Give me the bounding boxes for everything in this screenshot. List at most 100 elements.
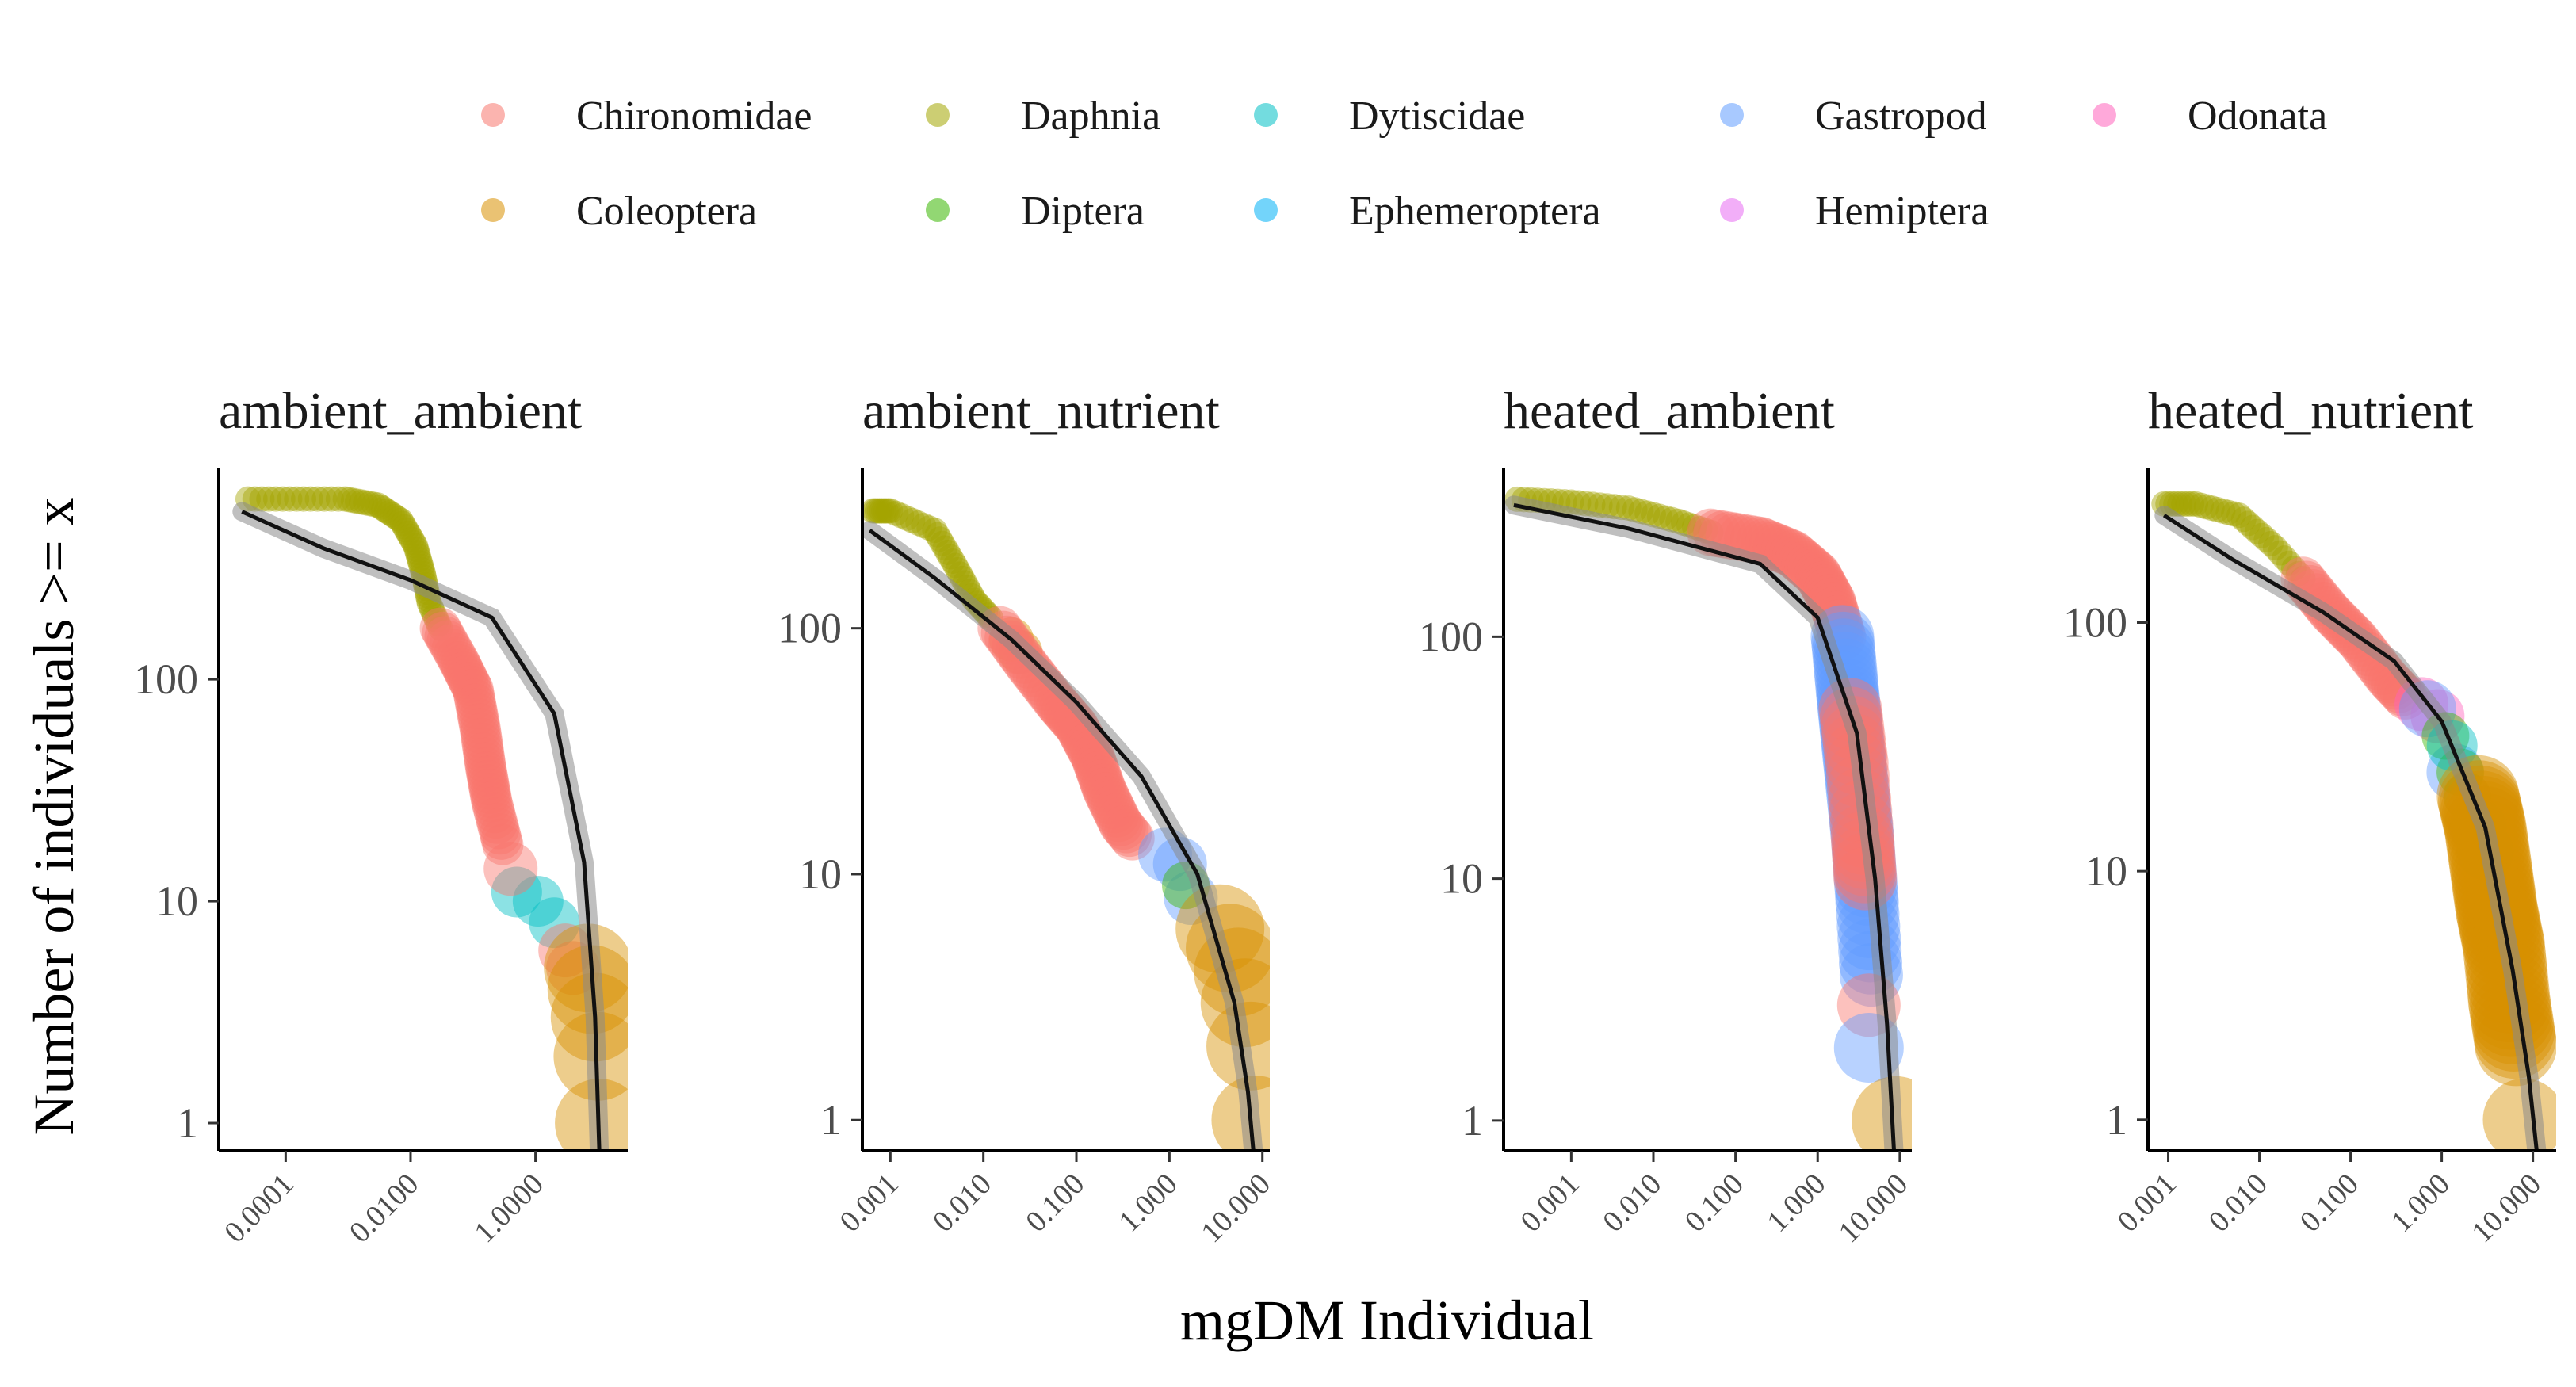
point-daphnia xyxy=(368,494,394,520)
point-chironomidae xyxy=(1075,747,1120,792)
series-daphnia-segment-0 xyxy=(2151,491,2316,592)
point-daphnia xyxy=(2267,540,2293,566)
point-daphnia xyxy=(371,496,397,522)
point-chironomidae xyxy=(1088,780,1133,825)
point-chironomidae xyxy=(464,747,506,789)
point-daphnia xyxy=(947,561,973,587)
y-tick-label: 100 xyxy=(1419,613,1483,660)
point-chironomidae xyxy=(429,624,471,666)
point-daphnia xyxy=(889,502,915,529)
point-daphnia xyxy=(385,506,411,532)
legend-item-gastropod: Gastropod xyxy=(1720,94,1987,139)
point-chironomidae xyxy=(475,797,517,839)
point-daphnia xyxy=(353,490,379,516)
point-daphnia xyxy=(2204,497,2230,523)
legend-item-ephemeroptera: Ephemeroptera xyxy=(1254,189,1601,234)
point-daphnia xyxy=(883,500,909,526)
fit-line-ambient-nutrient xyxy=(868,529,1256,1151)
point-chironomidae xyxy=(1082,767,1127,812)
point-chironomidae xyxy=(1099,801,1144,846)
legend-key-hemiptera xyxy=(1720,198,1744,222)
point-chironomidae xyxy=(454,678,496,720)
point-chironomidae xyxy=(426,620,468,662)
y-tick-label: 100 xyxy=(778,605,842,652)
point-daphnia xyxy=(2193,494,2219,520)
point-daphnia xyxy=(2226,502,2253,529)
point-daphnia xyxy=(937,544,963,570)
point-chironomidae xyxy=(457,693,499,735)
point-chironomidae xyxy=(1107,812,1152,858)
point-daphnia xyxy=(395,520,421,546)
point-daphnia xyxy=(2235,510,2261,537)
point-daphnia xyxy=(932,535,958,561)
point-daphnia xyxy=(1692,518,1718,544)
point-chironomidae xyxy=(1079,759,1124,804)
point-chironomidae xyxy=(1797,557,1845,606)
point-chironomidae xyxy=(1791,548,1839,597)
point-daphnia xyxy=(864,498,890,524)
point-chironomidae xyxy=(1077,755,1122,800)
point-daphnia xyxy=(1622,497,1648,523)
point-chironomidae xyxy=(1101,805,1146,850)
point-chironomidae xyxy=(1778,537,1826,586)
point-dytiscidae xyxy=(491,866,542,918)
point-daphnia xyxy=(319,486,345,512)
point-daphnia xyxy=(1640,502,1666,528)
y-tick-label: 100 xyxy=(2063,598,2127,646)
point-daphnia xyxy=(407,547,433,573)
point-daphnia xyxy=(1594,493,1620,519)
point-chironomidae xyxy=(447,658,489,700)
legend-label-dytiscidae: Dytiscidae xyxy=(1349,94,1525,139)
point-daphnia xyxy=(1653,505,1679,531)
point-chironomidae xyxy=(424,616,466,658)
fit-line-ambient-ambient xyxy=(241,510,602,1151)
point-daphnia xyxy=(916,515,942,541)
x-axis-title: mgDM Individual xyxy=(1180,1289,1594,1352)
point-chironomidae xyxy=(466,755,508,797)
point-daphnia xyxy=(894,505,920,531)
point-daphnia xyxy=(357,491,383,517)
point-daphnia xyxy=(2199,495,2225,522)
legend: Chironomidae Coleoptera Daphnia Diptera Dyti… xyxy=(481,94,2327,234)
point-daphnia xyxy=(407,550,434,576)
point-chironomidae xyxy=(1795,554,1844,602)
y-tick-label: 10 xyxy=(2085,847,2127,895)
point-daphnia xyxy=(397,523,423,549)
point-daphnia xyxy=(2244,518,2270,544)
point-chironomidae xyxy=(459,708,501,750)
point-daphnia xyxy=(365,492,391,518)
point-daphnia xyxy=(249,486,275,512)
point-daphnia xyxy=(873,498,899,524)
legend-key-diptera xyxy=(926,198,950,222)
point-chironomidae xyxy=(1076,751,1122,796)
point-daphnia xyxy=(2221,501,2247,527)
point-chironomidae xyxy=(461,717,503,759)
point-daphnia xyxy=(2175,491,2201,517)
point-chironomidae xyxy=(440,644,482,686)
y-tick-label: 1 xyxy=(1462,1097,1483,1144)
point-daphnia xyxy=(922,518,948,544)
legend-label-gastropod: Gastropod xyxy=(1815,94,1987,139)
series-dytiscidae-segment-2 xyxy=(491,866,580,949)
point-chironomidae xyxy=(1801,564,1849,613)
point-daphnia xyxy=(934,539,961,565)
point-chironomidae xyxy=(455,683,497,725)
point-daphnia xyxy=(1665,508,1691,534)
point-chironomidae xyxy=(471,781,513,823)
point-daphnia xyxy=(325,486,351,512)
point-chironomidae xyxy=(472,786,514,828)
point-daphnia xyxy=(382,503,408,529)
point-daphnia xyxy=(1601,494,1627,520)
point-daphnia xyxy=(1698,519,1724,545)
point-daphnia xyxy=(1671,510,1697,537)
point-chironomidae xyxy=(1775,535,1823,583)
point-chironomidae xyxy=(483,842,538,896)
point-chironomidae xyxy=(1086,776,1131,821)
point-chironomidae xyxy=(468,768,510,810)
point-chironomidae xyxy=(453,674,495,716)
y-tick-label: 1 xyxy=(820,1096,842,1144)
legend-key-daphnia xyxy=(926,103,950,127)
